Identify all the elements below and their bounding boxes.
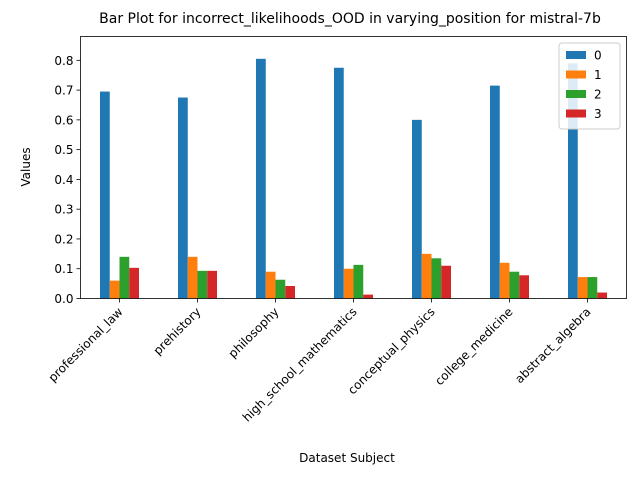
bar-series-3-professional_law — [129, 267, 139, 299]
y-tick-label: 0.3 — [54, 203, 73, 217]
bar-series-1-high_school_mathematics — [343, 268, 354, 299]
bar-series-2-college_medicine — [509, 271, 520, 299]
bar-series-2-high_school_mathematics — [353, 264, 364, 299]
bar-series-0-prehistory — [178, 97, 188, 299]
bar-series-1-conceptual_physics — [421, 253, 432, 299]
y-tick-label: 0.4 — [54, 173, 73, 187]
legend-swatch-1 — [566, 70, 586, 79]
plot-frame — [80, 36, 627, 299]
bar-series-0-philosophy — [256, 58, 266, 299]
bar-series-3-prehistory — [207, 270, 217, 299]
x-axis-ticks: professional_law prehistory philosophyhigh… — [46, 298, 594, 424]
bar-series-0-professional_law — [100, 91, 110, 299]
y-tick-label: 0.1 — [54, 262, 73, 276]
bar-series-2-conceptual_physics — [431, 258, 442, 299]
legend-label: 3 — [594, 107, 602, 121]
bar-series-1-abstract_algebra — [577, 277, 588, 299]
y-tick-label: 0.2 — [54, 232, 73, 246]
y-axis-ticks: 0.0 0.1 0.2 0.3 0.4 0.5 0.6 0.7 0.8 — [54, 54, 81, 306]
bar-series-0-college_medicine — [490, 85, 500, 299]
x-tick-label: abstract_algebra — [512, 305, 593, 386]
chart-title: Bar Plot for incorrect_likelihoods_OOD i… — [99, 11, 601, 27]
x-tick-label: prehistory — [151, 305, 204, 358]
bar-series-1-prehistory — [187, 256, 198, 299]
bars — [100, 58, 607, 299]
y-tick-label: 0.5 — [54, 143, 73, 157]
legend-frame — [558, 42, 621, 130]
legend-label: 2 — [594, 88, 602, 102]
y-tick-label: 0.6 — [54, 113, 73, 127]
bar-series-0-abstract_algebra — [568, 63, 578, 299]
bar-series-3-abstract_algebra — [597, 292, 607, 299]
bar-series-2-abstract_algebra — [587, 277, 598, 299]
x-tick-label: philosophy — [226, 305, 282, 361]
legend-swatch-3 — [566, 109, 586, 118]
legend-label: 0 — [594, 49, 602, 63]
legend-swatch-2 — [566, 90, 586, 98]
bar-series-3-college_medicine — [519, 275, 529, 299]
bar-series-1-philosophy — [265, 271, 276, 299]
bar-series-3-high_school_mathematics — [363, 294, 373, 299]
x-tick-label: conceptual_physics — [345, 305, 438, 398]
bar-series-0-conceptual_physics — [412, 119, 422, 299]
y-axis-label: Values — [19, 147, 33, 186]
bar-series-2-professional_law — [119, 256, 130, 299]
y-tick-label: 0.7 — [54, 84, 73, 98]
legend: 0 1 2 3 — [558, 42, 621, 130]
bar-series-0-high_school_mathematics — [334, 67, 344, 299]
bar-series-2-philosophy — [275, 279, 286, 299]
bar-series-2-prehistory — [197, 270, 208, 299]
x-tick-label: college_medicine — [432, 305, 515, 388]
bar-series-3-philosophy — [285, 285, 295, 299]
y-tick-label: 0.8 — [54, 54, 73, 68]
legend-swatch-0 — [566, 51, 586, 59]
x-tick-label: professional_law — [46, 305, 126, 385]
bar-series-1-college_medicine — [499, 262, 510, 299]
x-axis-label: Dataset Subject — [299, 451, 395, 465]
y-tick-label: 0.0 — [54, 292, 73, 306]
bar-series-1-professional_law — [109, 280, 120, 299]
bar-series-3-conceptual_physics — [441, 265, 451, 299]
legend-label: 1 — [594, 68, 602, 82]
